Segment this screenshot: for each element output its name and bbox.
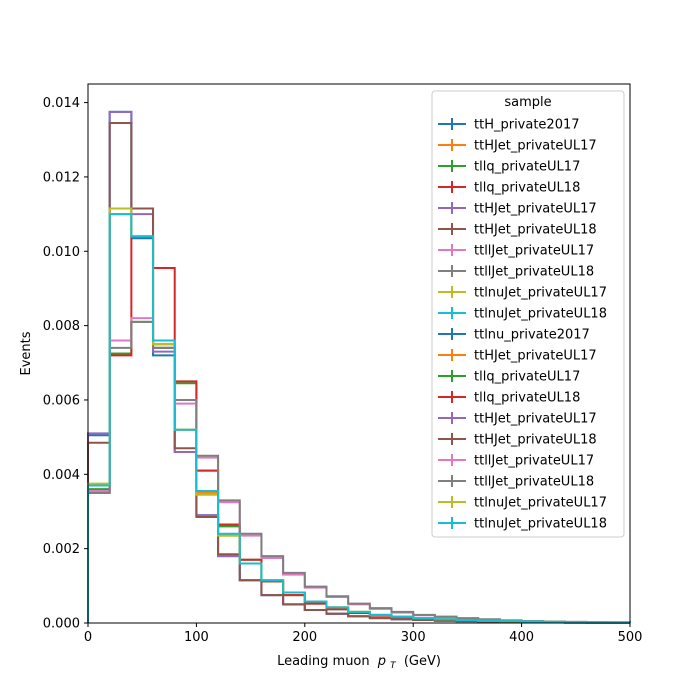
x-tick-label: 0 (84, 630, 92, 645)
legend-label: ttllJet_privateUL18 (474, 265, 594, 280)
legend-item: ttH_private2017 (438, 118, 580, 133)
legend-item: tllq_privateUL17 (438, 370, 580, 385)
x-axis: 0 100 200 300 400 500 (84, 623, 643, 645)
legend-label: ttHJet_privateUL17 (474, 412, 597, 427)
legend-label: tllq_privateUL17 (474, 160, 580, 175)
x-tick-label: 400 (509, 630, 534, 645)
legend-label: ttHJet_privateUL17 (474, 139, 597, 154)
legend-label: ttllJet_privateUL17 (474, 244, 594, 259)
y-axis: 0.000 0.002 0.004 0.006 0.008 0.010 0.012 0.014 (43, 96, 88, 632)
legend-label: ttHJet_privateUL18 (474, 223, 597, 238)
legend-label: ttlnuJet_privateUL17 (474, 496, 607, 511)
x-axis-label-unit: (GeV) (404, 654, 441, 669)
x-tick-label: 200 (292, 630, 317, 645)
series-layer (87, 110, 631, 624)
legend-title: sample (504, 95, 551, 110)
legend-label: tllq_privateUL17 (474, 370, 580, 385)
y-tick-label: 0.014 (43, 96, 80, 111)
legend-label: ttH_private2017 (474, 118, 580, 133)
legend-label: tllq_privateUL18 (474, 391, 580, 406)
legend-label: tllq_privateUL18 (474, 181, 580, 196)
series-line-10 (87, 213, 631, 624)
legend-label: ttlnuJet_privateUL18 (474, 517, 607, 532)
legend-item: tllq_privateUL17 (438, 160, 580, 175)
x-axis-label-text: Leading muon (277, 654, 370, 669)
legend-label: ttllJet_privateUL17 (474, 454, 594, 469)
legend-item: ttlnuJet_privateUL17 (438, 496, 607, 511)
legend-item: ttHJet_privateUL17 (438, 349, 597, 364)
legend-item: ttHJet_privateUL17 (438, 202, 597, 217)
legend-label: ttHJet_privateUL17 (474, 349, 597, 364)
y-tick-label: 0.008 (43, 319, 80, 334)
x-axis-label-symbol: p (377, 654, 386, 669)
x-tick-label: 100 (184, 630, 209, 645)
legend-item: ttllJet_privateUL17 (438, 454, 594, 469)
legend-item: ttllJet_privateUL18 (438, 475, 594, 490)
y-tick-label: 0.010 (43, 245, 80, 260)
legend-item: ttlnu_private2017 (438, 328, 590, 343)
legend-label: ttlnu_private2017 (474, 328, 590, 343)
legend-box (431, 90, 625, 538)
legend-item: tllq_privateUL18 (438, 181, 580, 196)
legend-label: ttllJet_privateUL18 (474, 475, 594, 490)
y-tick-label: 0.002 (43, 542, 80, 557)
legend-item: ttlnuJet_privateUL17 (438, 286, 607, 301)
legend-item: ttllJet_privateUL18 (438, 265, 594, 280)
legend-item: ttHJet_privateUL17 (438, 412, 597, 427)
legend-item: ttllJet_privateUL17 (438, 244, 594, 259)
legend-item: ttlnuJet_privateUL18 (438, 517, 607, 532)
legend-label: ttlnuJet_privateUL17 (474, 286, 607, 301)
y-tick-label: 0.012 (43, 170, 80, 185)
x-axis-label-subscript: T (390, 661, 397, 671)
y-axis-label: Events (19, 331, 34, 375)
x-axis-label: Leading muon p T (GeV) (277, 654, 441, 672)
legend-label: ttlnuJet_privateUL18 (474, 307, 607, 322)
x-tick-label: 500 (618, 630, 643, 645)
legend-item: ttlnuJet_privateUL18 (438, 307, 607, 322)
legend-label: ttHJet_privateUL18 (474, 433, 597, 448)
y-tick-label: 0.006 (43, 393, 80, 408)
legend: sample ttH_private2017 ttHJet_privateUL17… (431, 90, 625, 538)
legend-label: ttHJet_privateUL17 (474, 202, 597, 217)
legend-item: ttHJet_privateUL17 (438, 139, 597, 154)
x-tick-label: 300 (401, 630, 426, 645)
legend-item: tllq_privateUL18 (438, 391, 580, 406)
legend-items: ttH_private2017 ttHJet_privateUL17 tllq_pr… (438, 118, 607, 532)
y-tick-label: 0.000 (43, 617, 80, 632)
legend-item: ttHJet_privateUL18 (438, 433, 597, 448)
y-tick-label: 0.004 (43, 468, 80, 483)
legend-item: ttHJet_privateUL18 (438, 223, 597, 238)
plot-frame (87, 83, 631, 624)
